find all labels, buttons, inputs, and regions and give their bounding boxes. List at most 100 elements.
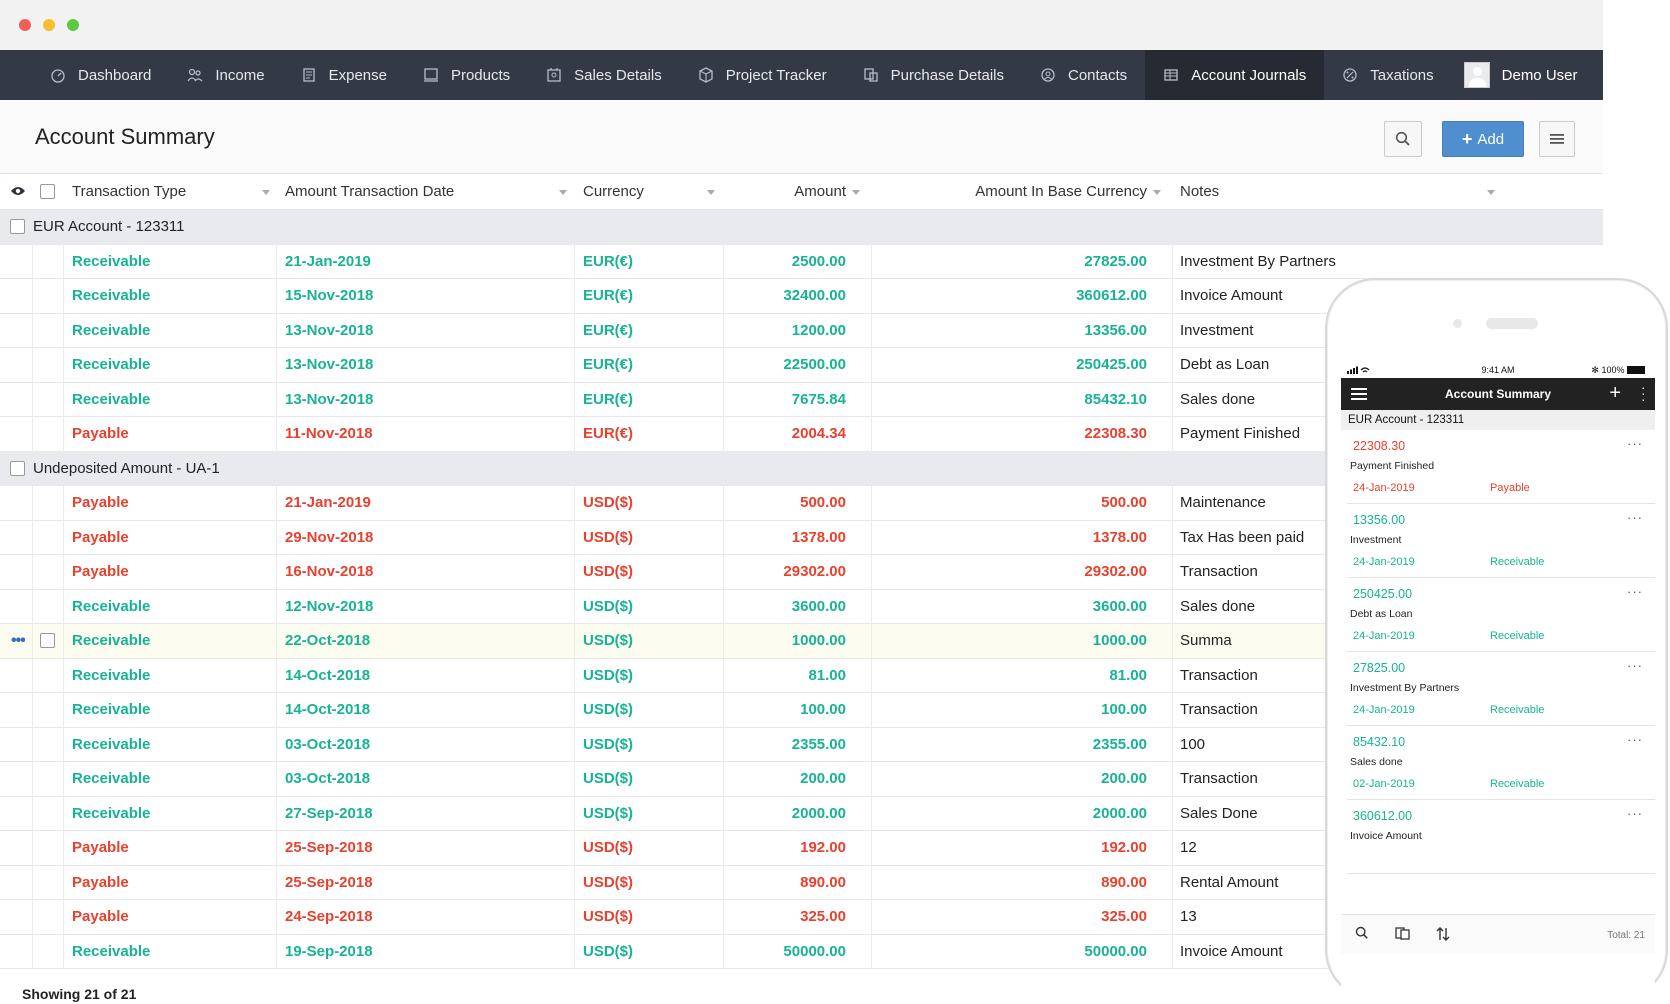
nav-item-taxations[interactable]: Taxations [1324, 50, 1451, 100]
table-row[interactable]: Payable 11-Nov-2018 EUR(€) 2004.34 22308.30 P… [0, 417, 1603, 452]
column-header-currency[interactable]: Currency [583, 183, 644, 200]
table-row[interactable]: Receivable 13-Nov-2018 EUR(€) 1200.00 13356.… [0, 313, 1603, 348]
mobile-card[interactable]: 13356.00 Investment 24-Jan-2019 Receivable ·… [1347, 504, 1655, 578]
table-row[interactable]: Payable 25-Sep-2018 USD($) 890.00 890.00 Rent… [0, 865, 1603, 900]
journal-icon [1163, 67, 1179, 83]
mobile-footer: Total: 21 [1341, 914, 1655, 954]
sort-arrow-icon[interactable] [852, 190, 860, 195]
group-row[interactable]: EUR Account - 123311 [0, 210, 1603, 245]
column-divider [871, 900, 872, 934]
table-row[interactable]: Receivable 14-Oct-2018 USD($) 100.00 100.00 T… [0, 693, 1603, 728]
table-row[interactable]: Receivable 19-Sep-2018 USD($) 50000.00 50000… [0, 934, 1603, 969]
mobile-group-icon[interactable] [1395, 926, 1411, 945]
column-divider [1172, 244, 1173, 278]
transaction-date: 13-Nov-2018 [285, 321, 374, 339]
contacts-icon [1040, 67, 1056, 83]
sort-arrow-icon[interactable] [707, 190, 715, 195]
mobile-card[interactable]: 85432.10 Sales done 02-Jan-2019 Receivable ·… [1347, 726, 1655, 800]
nav-item-contacts[interactable]: Contacts [1022, 50, 1145, 100]
sort-arrow-icon[interactable] [1487, 190, 1495, 195]
nav-item-income[interactable]: Income [169, 50, 282, 100]
column-divider [276, 727, 277, 761]
menu-button[interactable] [1539, 121, 1575, 157]
mobile-card[interactable]: 27825.00 Investment By Partners 24-Jan-201… [1347, 652, 1655, 726]
table-row[interactable]: Receivable 13-Nov-2018 EUR(€) 22500.00 25042… [0, 348, 1603, 383]
column-divider [276, 382, 277, 416]
user-menu[interactable]: Demo User [1452, 50, 1596, 100]
transaction-type: Payable [72, 494, 129, 511]
more-options-icon[interactable]: ··· [1627, 510, 1643, 525]
add-button[interactable]: + Add [1442, 121, 1524, 157]
table-row[interactable]: Receivable 15-Nov-2018 EUR(€) 32400.00 36061… [0, 279, 1603, 314]
nav-item-account-journals[interactable]: Account Journals [1145, 50, 1325, 100]
transaction-type: Payable [72, 425, 129, 442]
table-row[interactable]: Payable 25-Sep-2018 USD($) 192.00 192.00 12 [0, 831, 1603, 866]
maximize-window-button[interactable] [67, 19, 79, 31]
column-header-transaction-type[interactable]: Transaction Type [72, 183, 187, 200]
nav-item-expense[interactable]: Expense [283, 50, 405, 100]
column-header-amount[interactable]: Amount [794, 183, 846, 200]
nav-item-project-tracker[interactable]: Project Tracker [680, 50, 845, 100]
table-row[interactable]: Receivable 14-Oct-2018 USD($) 81.00 81.00 Tra… [0, 658, 1603, 693]
more-options-icon[interactable]: ··· [1627, 436, 1643, 451]
mobile-card[interactable]: 22308.30 Payment Finished 24-Jan-2019 Payab… [1347, 430, 1655, 504]
mobile-card[interactable]: 250425.00 Debt as Loan 24-Jan-2019 Receivab… [1347, 578, 1655, 652]
minimize-window-button[interactable] [43, 19, 55, 31]
more-options-icon[interactable]: ··· [1627, 806, 1643, 821]
mobile-card-desc: Investment By Partners [1350, 682, 1460, 694]
mobile-search-icon[interactable] [1355, 926, 1369, 945]
column-header-amount-in-base-currency[interactable]: Amount In Base Currency [975, 183, 1147, 200]
table-row[interactable]: Receivable 13-Nov-2018 EUR(€) 7675.84 85432.… [0, 382, 1603, 417]
nav-item-sales-details[interactable]: Sales Details [528, 50, 680, 100]
mobile-card[interactable]: 360612.00 Invoice Amount ··· [1347, 800, 1655, 874]
row-actions-icon[interactable]: ••• [11, 632, 25, 649]
amount-base-currency: 50000.00 [1084, 942, 1147, 960]
mobile-add-icon[interactable]: + [1609, 382, 1621, 404]
sort-arrow-icon[interactable] [559, 190, 567, 195]
column-divider [32, 348, 33, 382]
transaction-date: 15-Nov-2018 [285, 287, 374, 304]
nav-item-purchase-details[interactable]: Purchase Details [845, 50, 1022, 100]
mobile-sort-icon[interactable] [1435, 926, 1451, 947]
table-row[interactable]: Payable 29-Nov-2018 USD($) 1378.00 1378.00 Ta… [0, 520, 1603, 555]
nav-item-products[interactable]: Products [405, 50, 528, 100]
mobile-menu-icon[interactable] [1351, 388, 1367, 400]
column-visibility-icon[interactable] [10, 174, 26, 210]
column-divider [276, 693, 277, 727]
notes: Investment By Partners [1180, 252, 1336, 270]
column-divider [32, 658, 33, 692]
select-all-checkbox[interactable] [40, 184, 55, 199]
sort-arrow-icon[interactable] [262, 190, 270, 195]
row-checkbox[interactable] [40, 633, 55, 648]
column-divider [574, 555, 575, 589]
group-checkbox[interactable] [10, 219, 25, 234]
table-row[interactable]: Payable 21-Jan-2019 USD($) 500.00 500.00 Main… [0, 486, 1603, 521]
table-row[interactable]: Receivable 03-Oct-2018 USD($) 2355.00 2355.0… [0, 727, 1603, 762]
table-row[interactable]: Receivable 21-Jan-2019 EUR(€) 2500.00 27825.… [0, 244, 1603, 279]
sort-arrow-icon[interactable] [1153, 190, 1161, 195]
table-row[interactable]: Payable 24-Sep-2018 USD($) 325.00 325.00 13 [0, 900, 1603, 935]
column-divider [574, 865, 575, 899]
more-options-icon[interactable]: ··· [1627, 584, 1643, 599]
more-options-icon[interactable]: ··· [1627, 732, 1643, 747]
table-row[interactable]: Receivable 03-Oct-2018 USD($) 200.00 200.00 T… [0, 762, 1603, 797]
close-window-button[interactable] [19, 19, 31, 31]
mobile-more-icon[interactable]: · · · [1641, 379, 1646, 407]
mobile-app-bar: Account Summary + · · · [1341, 378, 1655, 410]
column-divider [32, 934, 33, 968]
column-divider [723, 244, 724, 278]
column-divider [63, 279, 64, 313]
nav-item-dashboard[interactable]: Dashboard [32, 50, 169, 100]
products-icon [423, 67, 439, 83]
table-row[interactable]: Receivable 27-Sep-2018 USD($) 2000.00 2000.0… [0, 796, 1603, 831]
column-divider [276, 244, 277, 278]
amount-base-currency: 13356.00 [1084, 321, 1147, 339]
table-row[interactable]: Payable 16-Nov-2018 USD($) 29302.00 29302.00… [0, 555, 1603, 590]
column-header-amount-transaction-date[interactable]: Amount Transaction Date [285, 183, 455, 200]
more-options-icon[interactable]: ··· [1627, 658, 1643, 673]
column-header-notes[interactable]: Notes [1180, 183, 1220, 200]
group-checkbox[interactable] [10, 460, 25, 476]
table-row[interactable]: Receivable 12-Nov-2018 USD($) 3600.00 3600.0… [0, 589, 1603, 624]
search-button[interactable] [1384, 121, 1422, 157]
column-divider [32, 762, 33, 796]
